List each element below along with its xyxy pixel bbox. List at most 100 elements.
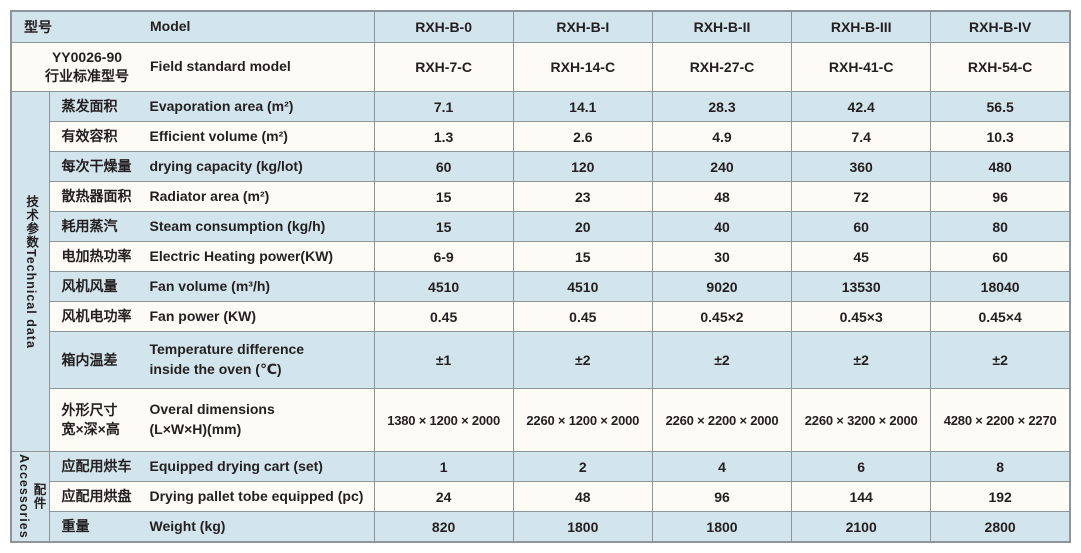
row-label-cell: 电加热功率 Electric Heating power(KW) [48,241,375,272]
value-cell: 60 [373,151,514,182]
value-cell: 72 [791,181,932,212]
value-cell: 14.1 [512,91,653,122]
value-cell: 10.3 [930,121,1071,152]
row-label-zh: 风机风量 [61,278,118,295]
value-cell: 15 [373,211,514,242]
value-cell: 60 [791,211,932,242]
value-cell: 144 [791,481,932,512]
row-label-en: Drying pallet tobe equipped (pc) [149,487,364,504]
value-cell: ±2 [791,331,932,389]
value-cell: 240 [651,151,793,182]
row-label-zh: 耗用蒸汽 [61,218,118,235]
value-cell: 1800 [512,511,653,543]
row-label-en: drying capacity (kg/lot) [149,157,303,174]
value-cell: 56.5 [930,91,1071,122]
row-label-zh: 应配用烘车 [61,458,132,475]
value-cell: 120 [512,151,653,182]
value-cell: RXH-27-C [651,42,793,92]
value-cell: 4280 × 2200 × 2270 [930,388,1071,452]
row-label-cell: 有效容积 Efficient volume (m²) [48,121,375,152]
model-label-zh: 型号 [24,18,52,35]
standard-label-en: Field standard model [150,58,291,75]
spec-table: 型号 Model RXH-B-0 RXH-B-I RXH-B-II RXH-B-III… [10,10,1071,543]
value-cell: 60 [930,241,1071,272]
value-cell: 1.3 [373,121,514,152]
value-cell: 0.45 [512,301,653,332]
row-label-cell: 风机风量 Fan volume (m³/h) [48,271,375,302]
table-row-model: 型号 Model RXH-B-0 RXH-B-I RXH-B-II RXH-B-III… [10,10,1071,43]
row-label-en: Radiator area (m²) [149,187,270,204]
value-cell: 23 [512,181,653,212]
value-cell: ±2 [651,331,793,389]
value-cell: RXH-B-II [651,10,793,43]
value-cell: 0.45×2 [651,301,793,332]
model-label-en: Model [150,18,191,35]
value-cell: 96 [930,181,1071,212]
standard-label-zh: YY0026-90 行业标准型号 [45,49,129,84]
value-cell: 96 [651,481,793,512]
value-cell: 30 [651,241,793,272]
value-cell: 0.45×3 [791,301,932,332]
value-cell: 192 [930,481,1071,512]
table-row: 每次干燥量 drying capacity (kg/lot) 60 120 240 360… [11,151,1071,182]
table-row-standard: YY0026-90 行业标准型号 Field standard model RX… [10,42,1071,92]
value-cell: 28.3 [651,91,793,122]
row-label-en: Weight (kg) [149,517,226,534]
row-label-zh: 有效容积 [61,128,118,145]
value-cell: 9020 [651,271,793,302]
value-cell: RXH-54-C [930,42,1071,92]
table-row: 有效容积 Efficient volume (m²) 1.3 2.6 4.9 7.4 10.… [11,121,1071,152]
row-label-zh: 散热器面积 [61,188,132,205]
value-cell: 7.1 [373,91,514,122]
value-cell: RXH-B-I [512,10,653,43]
group-label-technical-data: 技术参数Technical data [10,91,50,452]
table-row: 散热器面积 Radiator area (m²) 15 23 48 72 96 [11,181,1071,212]
table-row: 风机电功率 Fan power (KW) 0.45 0.45 0.45×2 0.45×3 0… [11,301,1071,332]
row-label-zh: 重量 [61,518,90,535]
value-cell: 15 [512,241,653,272]
value-cell: 4510 [373,271,514,302]
value-cell: 2100 [791,511,932,543]
value-cell: 4510 [512,271,653,302]
value-cell: RXH-B-0 [373,10,514,43]
value-cell: 48 [651,181,793,212]
value-cell: 2260 × 1200 × 2000 [512,388,653,452]
table-row: 应配用烘盘 Drying pallet tobe equipped (pc) 24 4… [11,481,1071,512]
value-cell: RXH-14-C [512,42,653,92]
value-cell: 13530 [791,271,932,302]
row-label-en: Fan power (KW) [149,307,257,324]
value-cell: 8 [930,451,1071,482]
value-cell: 1380 × 1200 × 2000 [373,388,514,452]
row-label-zh: 风机电功率 [61,308,132,325]
row-label-zh: 电加热功率 [61,248,132,265]
value-cell: 820 [373,511,514,543]
value-cell: 1800 [651,511,793,543]
standard-label-cell: YY0026-90 行业标准型号 Field standard model [10,42,375,92]
value-cell: 48 [512,481,653,512]
table-row: 技术参数Technical data 蒸发面积 Evaporation area (… [10,91,1071,452]
row-label-en: Equipped drying cart (set) [149,457,323,474]
row-label-cell: 应配用烘车 Equipped drying cart (set) [48,451,375,482]
row-label-en: Steam consumption (kg/h) [149,217,326,234]
row-label-en: Evaporation area (m²) [149,97,294,114]
value-cell: 45 [791,241,932,272]
row-label-cell: 箱内温差 Temperature difference inside the ov… [48,331,375,389]
value-cell: 1 [373,451,514,482]
table-row: 电加热功率 Electric Heating power(KW) 6-9 15 30 45… [11,241,1071,272]
table-row: Accessories 配件 应配用烘车 Equipped drying cart (… [10,451,1071,543]
value-cell: 2800 [930,511,1071,543]
group-vertical-text-zh: 配件 [31,483,46,510]
row-label-cell: 风机电功率 Fan power (KW) [48,301,375,332]
value-cell: 80 [930,211,1071,242]
value-cell: 0.45 [373,301,514,332]
row-label-cell: 外形尺寸 宽×深×高 Overal dimensions (L×W×H)(mm) [48,388,375,452]
row-label-en: Temperature difference inside the oven (… [149,341,305,377]
table-row: 外形尺寸 宽×深×高 Overal dimensions (L×W×H)(mm) 1… [11,388,1071,452]
row-label-en: Overal dimensions (L×W×H)(mm) [149,401,275,437]
table-row: 箱内温差 Temperature difference inside the ov… [11,331,1071,389]
value-cell: ±2 [930,331,1071,389]
row-label-cell: 每次干燥量 drying capacity (kg/lot) [48,151,375,182]
value-cell: 360 [791,151,932,182]
value-cell: 2260 × 3200 × 2000 [791,388,932,452]
value-cell: 2.6 [512,121,653,152]
